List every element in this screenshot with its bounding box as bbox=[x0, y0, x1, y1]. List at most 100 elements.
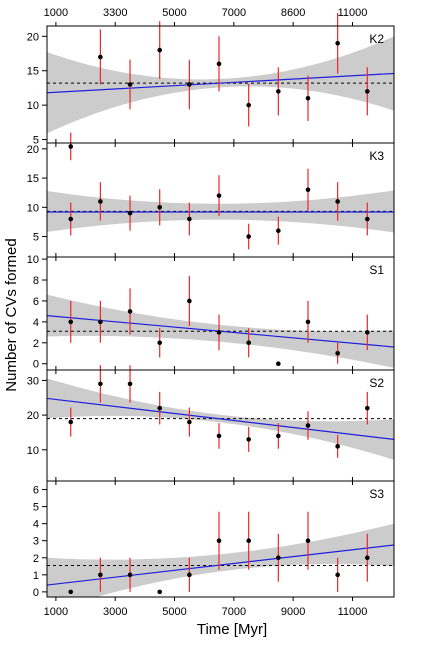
y-tick-label: 5 bbox=[33, 502, 39, 514]
panel-label: S3 bbox=[369, 487, 384, 501]
y-tick-label: 5 bbox=[33, 135, 39, 147]
data-point bbox=[276, 89, 281, 94]
data-point bbox=[187, 419, 192, 425]
data-point bbox=[98, 572, 103, 578]
y-tick-label: 15 bbox=[27, 173, 39, 185]
y-tick-label: 30 bbox=[27, 375, 39, 387]
data-point bbox=[365, 89, 370, 94]
top-x-tick-label: 11000 bbox=[338, 7, 368, 19]
data-point bbox=[305, 319, 311, 325]
data-point bbox=[157, 589, 163, 595]
y-tick-label: 6 bbox=[33, 485, 39, 497]
y-tick-label: 20 bbox=[27, 410, 39, 422]
y-tick-label: 8 bbox=[33, 275, 39, 287]
data-point bbox=[216, 433, 222, 439]
data-point bbox=[246, 437, 251, 442]
data-point bbox=[246, 234, 251, 239]
data-point bbox=[187, 298, 192, 304]
confidence-band-s3 bbox=[47, 523, 394, 597]
data-point bbox=[68, 216, 74, 222]
data-point bbox=[335, 350, 340, 356]
x-tick-label: 11000 bbox=[338, 606, 368, 618]
data-point bbox=[127, 381, 133, 387]
panel-label: K3 bbox=[369, 149, 384, 163]
top-x-tick-label: 1000 bbox=[44, 7, 68, 19]
data-point bbox=[365, 405, 370, 411]
data-point bbox=[157, 340, 163, 346]
data-point bbox=[246, 538, 251, 544]
panel-label: S1 bbox=[369, 263, 384, 277]
y-tick-label: 2 bbox=[33, 553, 39, 565]
data-point bbox=[68, 589, 74, 595]
data-point bbox=[335, 199, 340, 204]
data-point bbox=[127, 309, 133, 314]
data-point bbox=[127, 572, 133, 578]
data-point bbox=[305, 423, 311, 428]
data-point bbox=[305, 187, 311, 193]
data-point bbox=[157, 205, 163, 210]
y-tick-label: 0 bbox=[33, 587, 39, 599]
y-tick-label: 15 bbox=[27, 66, 39, 78]
panel-label: S2 bbox=[369, 376, 384, 390]
y-tick-label: 20 bbox=[27, 31, 39, 43]
y-tick-label: 10 bbox=[27, 254, 39, 266]
data-point bbox=[365, 216, 370, 222]
data-point bbox=[127, 82, 133, 87]
y-tick-label: 4 bbox=[33, 317, 39, 329]
data-point bbox=[157, 405, 163, 411]
panel-frame-s3 bbox=[46, 480, 395, 598]
data-point bbox=[216, 61, 222, 67]
data-point bbox=[187, 216, 192, 222]
data-point bbox=[276, 555, 281, 561]
data-point bbox=[68, 144, 74, 149]
data-point bbox=[305, 538, 311, 544]
data-point bbox=[187, 572, 192, 578]
data-point bbox=[187, 82, 192, 87]
x-tick-label: 5000 bbox=[162, 606, 186, 618]
data-point bbox=[305, 95, 311, 101]
y-tick-label: 10 bbox=[27, 100, 39, 112]
y-tick-label: 6 bbox=[33, 296, 39, 308]
data-marks bbox=[68, 12, 370, 595]
y-tick-label: 10 bbox=[27, 445, 39, 457]
fit-line-k2 bbox=[47, 72, 394, 94]
data-point bbox=[246, 340, 251, 346]
x-axis-label: Time [Myr] bbox=[197, 621, 267, 638]
data-point bbox=[157, 47, 163, 53]
data-point bbox=[127, 210, 133, 216]
fit-line-s2 bbox=[47, 397, 394, 440]
y-tick-label: 20 bbox=[27, 144, 39, 156]
data-point bbox=[98, 319, 103, 325]
x-tick-label: 7000 bbox=[222, 606, 246, 618]
y-axis-label: Number of CVs formed bbox=[3, 238, 20, 391]
x-tick-label: 3000 bbox=[103, 606, 127, 618]
fit-line-s3 bbox=[47, 544, 394, 586]
axes: K2 5 10 15 20 K3 5 10 15 20 S1 0 2 4 6 8 10 S2 10 20 30 S3 0 1 2… bbox=[27, 7, 395, 618]
top-x-tick-label: 3300 bbox=[103, 7, 127, 19]
data-point bbox=[276, 433, 281, 439]
confidence-bands bbox=[47, 36, 394, 597]
data-point bbox=[68, 319, 74, 325]
data-point bbox=[216, 538, 222, 544]
top-x-tick-label: 5000 bbox=[162, 7, 186, 19]
data-point bbox=[365, 555, 370, 561]
panel-label: K2 bbox=[369, 32, 384, 46]
x-tick-label: 9000 bbox=[281, 606, 305, 618]
y-tick-label: 10 bbox=[27, 202, 39, 214]
data-point bbox=[216, 193, 222, 198]
y-tick-label: 4 bbox=[33, 519, 39, 531]
y-tick-label: 3 bbox=[33, 536, 39, 548]
data-point bbox=[98, 381, 103, 387]
data-point bbox=[98, 199, 103, 204]
y-tick-label: 1 bbox=[33, 570, 39, 582]
y-tick-label: 5 bbox=[33, 232, 39, 244]
x-tick-label: 1000 bbox=[44, 606, 68, 618]
data-point bbox=[68, 419, 74, 425]
data-point bbox=[276, 361, 281, 367]
confidence-band-k2 bbox=[47, 36, 394, 134]
top-x-tick-label: 7000 bbox=[222, 7, 246, 19]
data-point bbox=[216, 330, 222, 335]
reference-lines bbox=[47, 72, 394, 586]
